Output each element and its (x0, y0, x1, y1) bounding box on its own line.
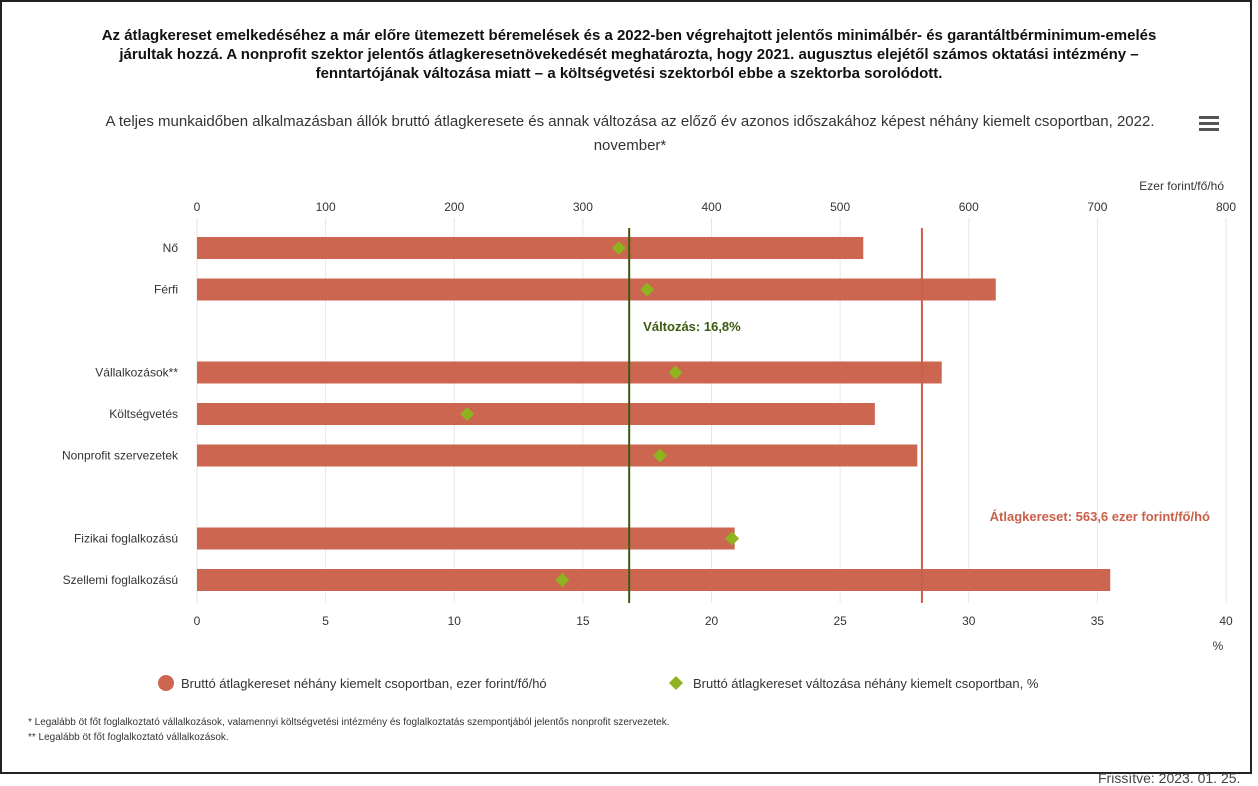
headline: Az átlagkereset emelkedéséhez a már előr… (18, 26, 1240, 83)
bottom-tick-label: 10 (448, 614, 462, 628)
bar (197, 527, 735, 550)
category-label: Vállalkozások** (95, 366, 178, 380)
bottom-axis-label: % (1213, 639, 1224, 653)
category-label: Szellemi foglalkozású (63, 573, 178, 587)
bar (197, 444, 918, 467)
top-tick-label: 100 (316, 200, 336, 214)
headline-line-3: fenntartójának változása miatt – a költs… (315, 65, 943, 82)
legend-label-average: Bruttó átlagkereset néhány kiemelt csopo… (181, 676, 547, 691)
top-tick-label: 400 (701, 200, 721, 214)
bottom-tick-label: 35 (1091, 614, 1105, 628)
bottom-tick-label: 30 (962, 614, 976, 628)
bar (197, 403, 875, 425)
change-marker (668, 365, 683, 380)
bottom-tick-label: 15 (576, 614, 590, 628)
change-marker (725, 531, 740, 546)
top-tick-label: 0 (194, 200, 201, 214)
top-tick-label: 300 (573, 200, 593, 214)
bottom-tick-label: 40 (1219, 614, 1233, 628)
chart-title: A teljes munkaidőben alkalmazásban állók… (105, 113, 1155, 154)
top-tick-label: 200 (444, 200, 464, 214)
bar (197, 569, 1111, 591)
category-label: Nonprofit szervezetek (62, 449, 179, 463)
headline-line-1: Az átlagkereset emelkedéséhez a már előr… (101, 27, 1157, 44)
change-marker (555, 573, 570, 587)
hamburger-menu-icon[interactable] (1199, 116, 1219, 132)
legend-marker-change (669, 676, 683, 690)
change-marker (640, 282, 655, 297)
average-reference-label: Átlagkereset: 563,6 ezer forint/fő/hó (990, 509, 1210, 524)
top-tick-label: 800 (1216, 200, 1236, 214)
change-reference-label: Változás: 16,8% (643, 319, 741, 334)
category-label: Férfi (154, 283, 178, 297)
legend-marker-average (158, 675, 174, 691)
headline-line-2: járultak hozzá. A nonprofit szektor jele… (119, 46, 1139, 63)
category-label: Nő (163, 241, 179, 255)
bottom-tick-label: 25 (833, 614, 847, 628)
bar (197, 237, 864, 259)
legend-label-change: Bruttó átlagkereset változása néhány kie… (693, 676, 1039, 691)
top-tick-label: 500 (830, 200, 850, 214)
bar (197, 278, 996, 301)
change-marker (611, 241, 626, 255)
top-tick-label: 600 (959, 200, 979, 214)
category-label: Költségvetés (109, 407, 178, 421)
bottom-tick-label: 20 (705, 614, 719, 628)
bottom-tick-label: 5 (322, 614, 329, 628)
footnote-1: * Legalább öt főt foglalkoztató vállalko… (28, 717, 670, 728)
bottom-tick-label: 0 (194, 614, 201, 628)
top-axis-label: Ezer forint/fő/hó (1139, 179, 1224, 193)
category-label: Fizikai foglalkozású (74, 532, 178, 546)
change-marker (653, 448, 668, 463)
change-marker (460, 407, 475, 421)
bar (197, 361, 942, 384)
footnote-2: ** Legalább öt főt foglalkoztató vállalk… (28, 732, 229, 743)
top-tick-label: 700 (1087, 200, 1107, 214)
updated-date: Frissítve: 2023. 01. 25. (1098, 770, 1241, 786)
